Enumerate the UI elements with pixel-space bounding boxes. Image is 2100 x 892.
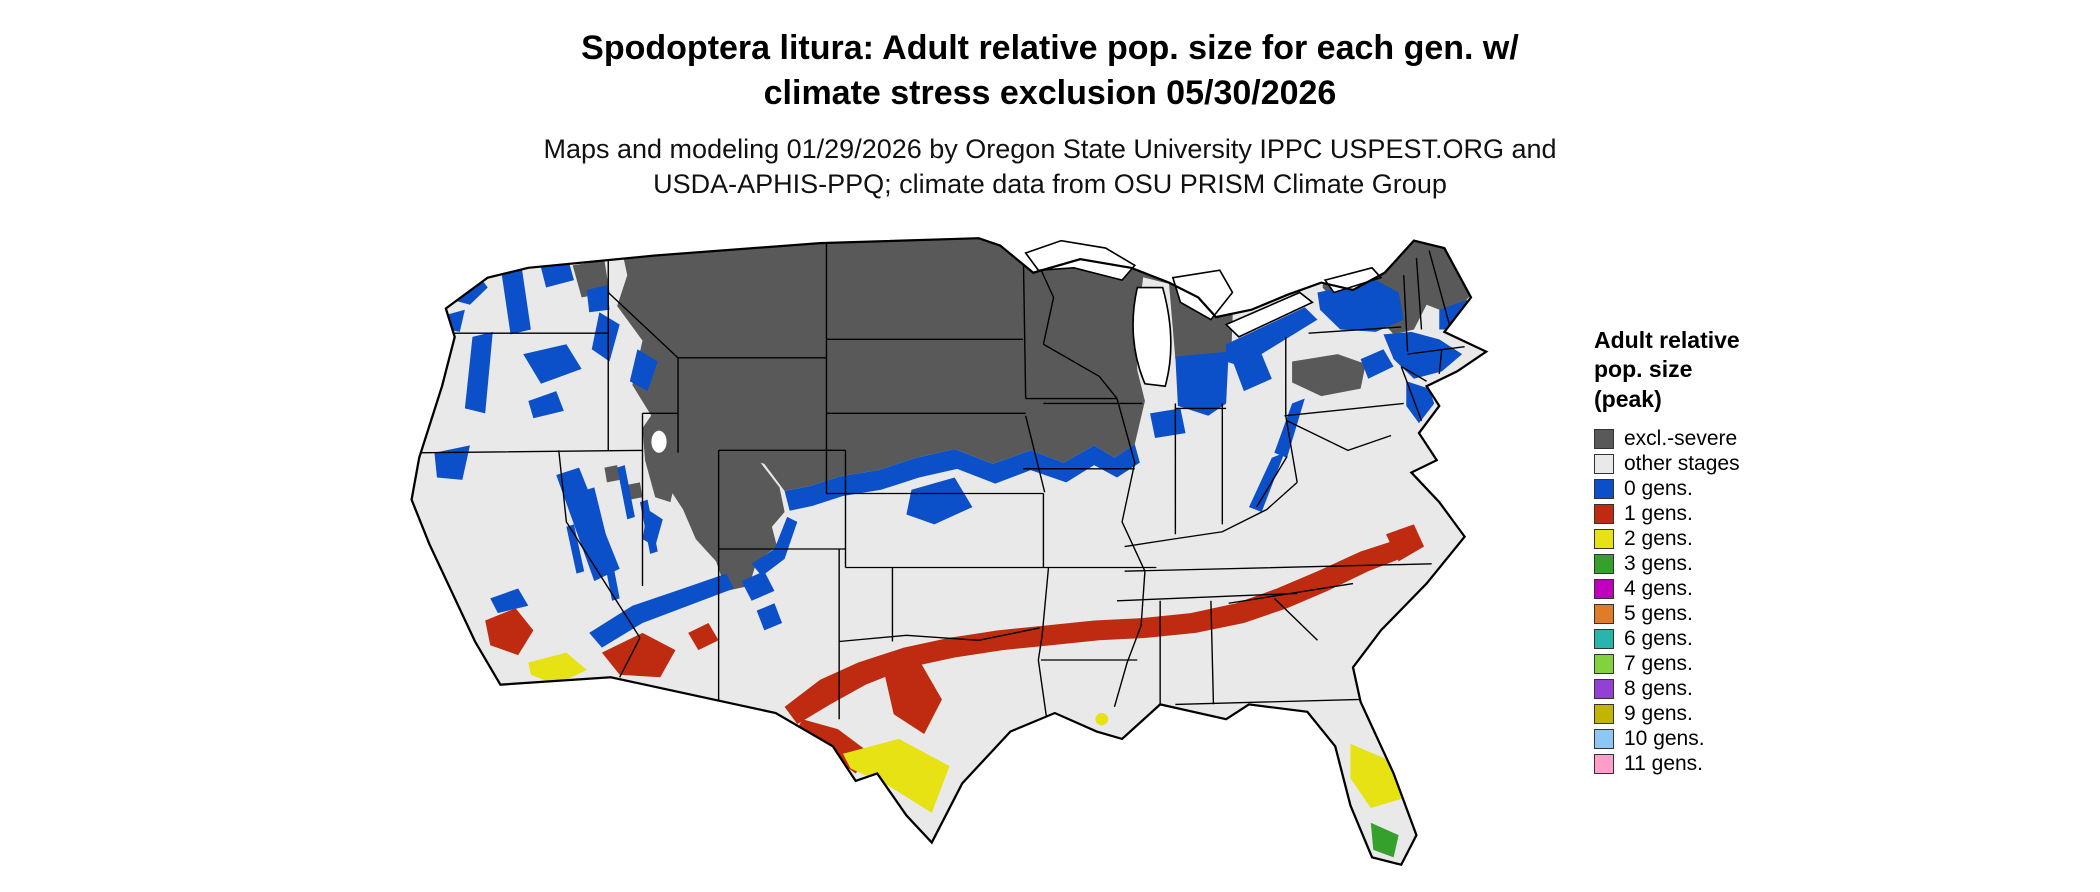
legend-title: Adult relative pop. size (peak) <box>1594 326 1934 414</box>
legend-label: 4 gens. <box>1624 576 1693 600</box>
legend-swatch <box>1594 628 1614 649</box>
state-borders <box>416 238 1465 732</box>
legend-swatch <box>1594 528 1614 549</box>
legend-item: 3 gens. <box>1594 551 1934 576</box>
subtitle-line-2: USDA-APHIS-PPQ; climate data from OSU PR… <box>653 168 1447 199</box>
lake-huron-shape <box>1171 269 1234 321</box>
legend-label: 7 gens. <box>1624 651 1693 675</box>
legend-label: 0 gens. <box>1624 476 1693 500</box>
lake-erie-shape <box>1224 291 1314 338</box>
legend-item: 9 gens. <box>1594 701 1934 726</box>
legend-label: 3 gens. <box>1624 551 1693 575</box>
legend-swatch <box>1594 553 1614 574</box>
legend-item: 11 gens. <box>1594 751 1934 776</box>
legend-item: 6 gens. <box>1594 626 1934 651</box>
title-line-2: climate stress exclusion 05/30/2026 <box>763 73 1337 112</box>
legend-title-line-3: (peak) <box>1594 385 1662 412</box>
great-salt-lake-shape <box>651 430 667 453</box>
legend-label: 1 gens. <box>1624 501 1693 525</box>
legend-label: 6 gens. <box>1624 626 1693 650</box>
legend-label: 10 gens. <box>1624 726 1705 750</box>
legend-swatch <box>1594 753 1614 774</box>
legend-swatch <box>1594 603 1614 624</box>
legend-label: 9 gens. <box>1624 701 1693 725</box>
legend-label: 2 gens. <box>1624 526 1693 550</box>
legend-swatch <box>1594 678 1614 699</box>
legend-item: 7 gens. <box>1594 651 1934 676</box>
legend-swatch <box>1594 578 1614 599</box>
figure-subtitle: Maps and modeling 01/29/2026 by Oregon S… <box>0 132 2100 202</box>
legend-item: 10 gens. <box>1594 726 1934 751</box>
legend-label: 11 gens. <box>1624 751 1704 775</box>
legend-label: 8 gens. <box>1624 676 1693 700</box>
region-2-gens <box>528 652 1404 813</box>
legend-swatch <box>1594 703 1614 724</box>
legend-swatch <box>1594 428 1614 449</box>
legend-swatch <box>1594 728 1614 749</box>
legend-label: 5 gens. <box>1624 601 1693 625</box>
legend-label: other stages <box>1624 451 1740 475</box>
legend-title-line-1: Adult relative <box>1594 327 1740 353</box>
legend-item: 1 gens. <box>1594 501 1934 526</box>
legend-item: other stages <box>1594 451 1934 476</box>
legend-item: 2 gens. <box>1594 526 1934 551</box>
legend-item: excl.-severe <box>1594 426 1934 451</box>
legend-item: 5 gens. <box>1594 601 1934 626</box>
figure-header: Spodoptera litura: Adult relative pop. s… <box>0 26 2100 202</box>
legend-swatch <box>1594 653 1614 674</box>
legend-swatch <box>1594 503 1614 524</box>
figure-title: Spodoptera litura: Adult relative pop. s… <box>0 26 2100 116</box>
legend-item: 8 gens. <box>1594 676 1934 701</box>
legend-item: 0 gens. <box>1594 476 1934 501</box>
legend-swatch <box>1594 453 1614 474</box>
legend-item: 4 gens. <box>1594 576 1934 601</box>
region-1-gens <box>485 524 1425 774</box>
great-lakes <box>651 239 1383 453</box>
legend-title-line-2: pop. size <box>1594 356 1693 383</box>
legend-label: excl.-severe <box>1624 426 1738 450</box>
title-line-1: Spodoptera litura: Adult relative pop. s… <box>581 29 1519 67</box>
legend-swatch <box>1594 478 1614 499</box>
region-3-gens <box>1370 822 1399 858</box>
legend-items: excl.-severe other stages 0 gens. 1 gens… <box>1594 426 1934 776</box>
legend: Adult relative pop. size (peak) excl.-se… <box>1594 326 1934 776</box>
subtitle-line-1: Maps and modeling 01/29/2026 by Oregon S… <box>543 133 1557 164</box>
us-map <box>410 237 1488 866</box>
lake-michigan-shape <box>1132 286 1172 388</box>
